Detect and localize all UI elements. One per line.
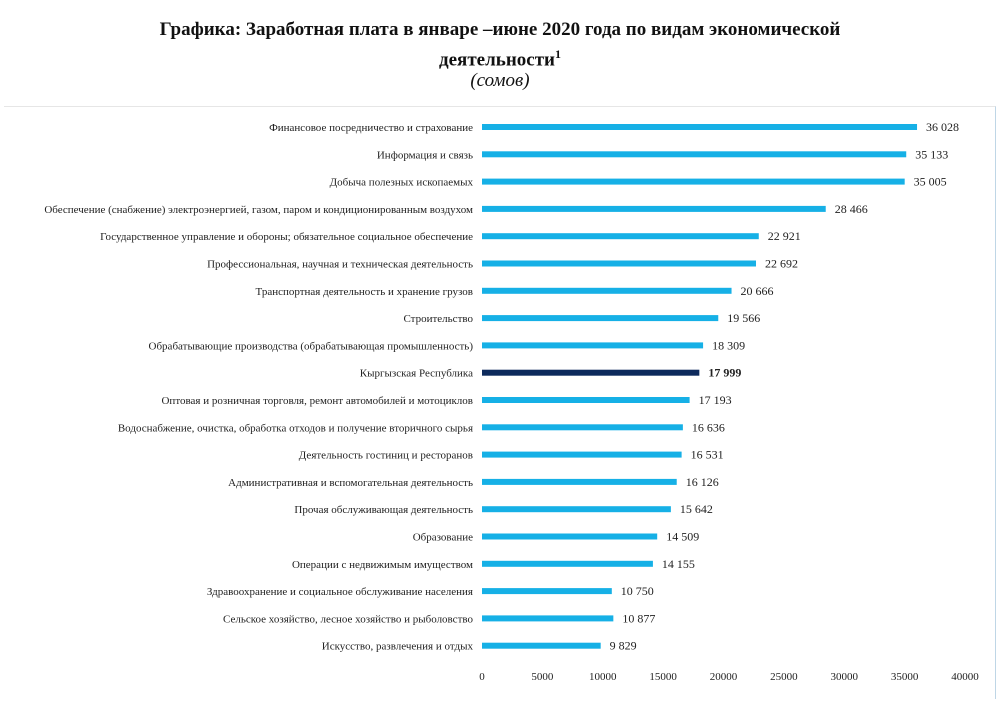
category-label: Строительство — [403, 313, 473, 325]
bar — [482, 478, 677, 485]
value-label: 28 466 — [835, 202, 868, 216]
bar — [482, 124, 918, 130]
category-label: Деятельность гостиниц и ресторанов — [299, 450, 473, 462]
category-label: Здравоохранение и социальное обслуживани… — [207, 586, 473, 598]
value-label: 22 692 — [765, 257, 798, 271]
chart-title-line1: Графика: Заработная плата в январе –июне… — [159, 19, 841, 40]
value-label: 16 531 — [691, 448, 724, 462]
chart-unit: (сомов) — [470, 70, 530, 91]
value-label: 15 642 — [680, 502, 713, 516]
bar-highlight — [482, 369, 700, 376]
bar — [482, 560, 653, 567]
x-tick-label: 25000 — [770, 671, 798, 683]
chart-title-line2-text: деятельности — [439, 49, 555, 71]
value-label: 36 028 — [926, 120, 959, 134]
category-label: Искусство, развлечения и отдых — [322, 641, 474, 653]
bar — [482, 287, 732, 294]
category-label: Финансовое посредничество и страхование — [269, 122, 473, 134]
bar — [482, 533, 658, 540]
category-label: Оптовая и розничная торговля, ремонт авт… — [161, 395, 473, 407]
x-tick-label: 35000 — [891, 671, 919, 683]
category-label: Операции с недвижимым имуществом — [292, 559, 473, 571]
category-label: Кыргызская Республика — [360, 368, 473, 380]
bar — [482, 178, 905, 185]
value-label: 16 126 — [686, 475, 719, 489]
footnote-mark: 1 — [554, 47, 561, 61]
bar — [482, 151, 907, 158]
x-tick-label: 30000 — [831, 671, 859, 683]
x-tick-label: 15000 — [649, 671, 677, 683]
chart-title-line2: деятельности1 — [0, 42, 1000, 72]
bar — [482, 260, 757, 267]
bar — [482, 233, 759, 240]
value-label: 9 829 — [610, 639, 637, 653]
value-label: 19 566 — [727, 311, 760, 325]
bar — [482, 588, 612, 595]
category-label: Административная и вспомогательная деяте… — [228, 477, 473, 489]
x-tick-label: 20000 — [710, 671, 738, 683]
category-label: Профессиональная, научная и техническая … — [207, 259, 473, 271]
x-tick-label: 10000 — [589, 671, 617, 683]
bar — [482, 424, 683, 431]
bar — [482, 642, 601, 649]
value-label: 14 155 — [662, 557, 695, 571]
value-label: 10 750 — [621, 584, 654, 598]
bar — [482, 397, 690, 403]
value-label: 10 877 — [622, 611, 655, 625]
category-label: Обрабатывающие производства (обрабатываю… — [149, 340, 474, 352]
value-label: 35 005 — [914, 175, 947, 189]
bar — [482, 342, 704, 349]
value-label: 17 193 — [699, 393, 732, 407]
category-label: Сельское хозяйство, лесное хозяйство и р… — [223, 613, 473, 625]
category-label: Информация и связь — [377, 149, 473, 161]
category-label: Водоснабжение, очистка, обработка отходо… — [118, 422, 473, 434]
bar — [482, 615, 614, 622]
category-label: Транспортная деятельность и хранение гру… — [256, 286, 473, 298]
category-label: Добыча полезных ископаемых — [330, 177, 474, 189]
value-label: 20 666 — [741, 284, 774, 298]
x-tick-label: 0 — [479, 671, 485, 683]
bar — [482, 451, 682, 458]
x-tick-label: 40000 — [951, 671, 979, 683]
value-label: 22 921 — [768, 229, 801, 243]
value-label: 18 309 — [712, 338, 745, 352]
category-label: Прочая обслуживающая деятельность — [294, 504, 473, 516]
x-tick-label: 5000 — [531, 671, 554, 683]
bar — [482, 205, 826, 212]
category-label: Образование — [413, 532, 473, 544]
value-label: 17 999 — [708, 366, 741, 380]
category-label: Обеспечение (снабжение) электроэнергией,… — [44, 204, 473, 216]
category-label: Государственное управление и обороны; об… — [100, 231, 473, 243]
value-label: 35 133 — [915, 147, 948, 161]
chart-title: Графика: Заработная плата в январе –июне… — [0, 18, 1000, 72]
bar — [482, 315, 719, 322]
value-label: 16 636 — [692, 420, 725, 434]
value-label: 14 509 — [666, 530, 699, 544]
chart-frame — [4, 106, 996, 699]
bar — [482, 506, 671, 513]
